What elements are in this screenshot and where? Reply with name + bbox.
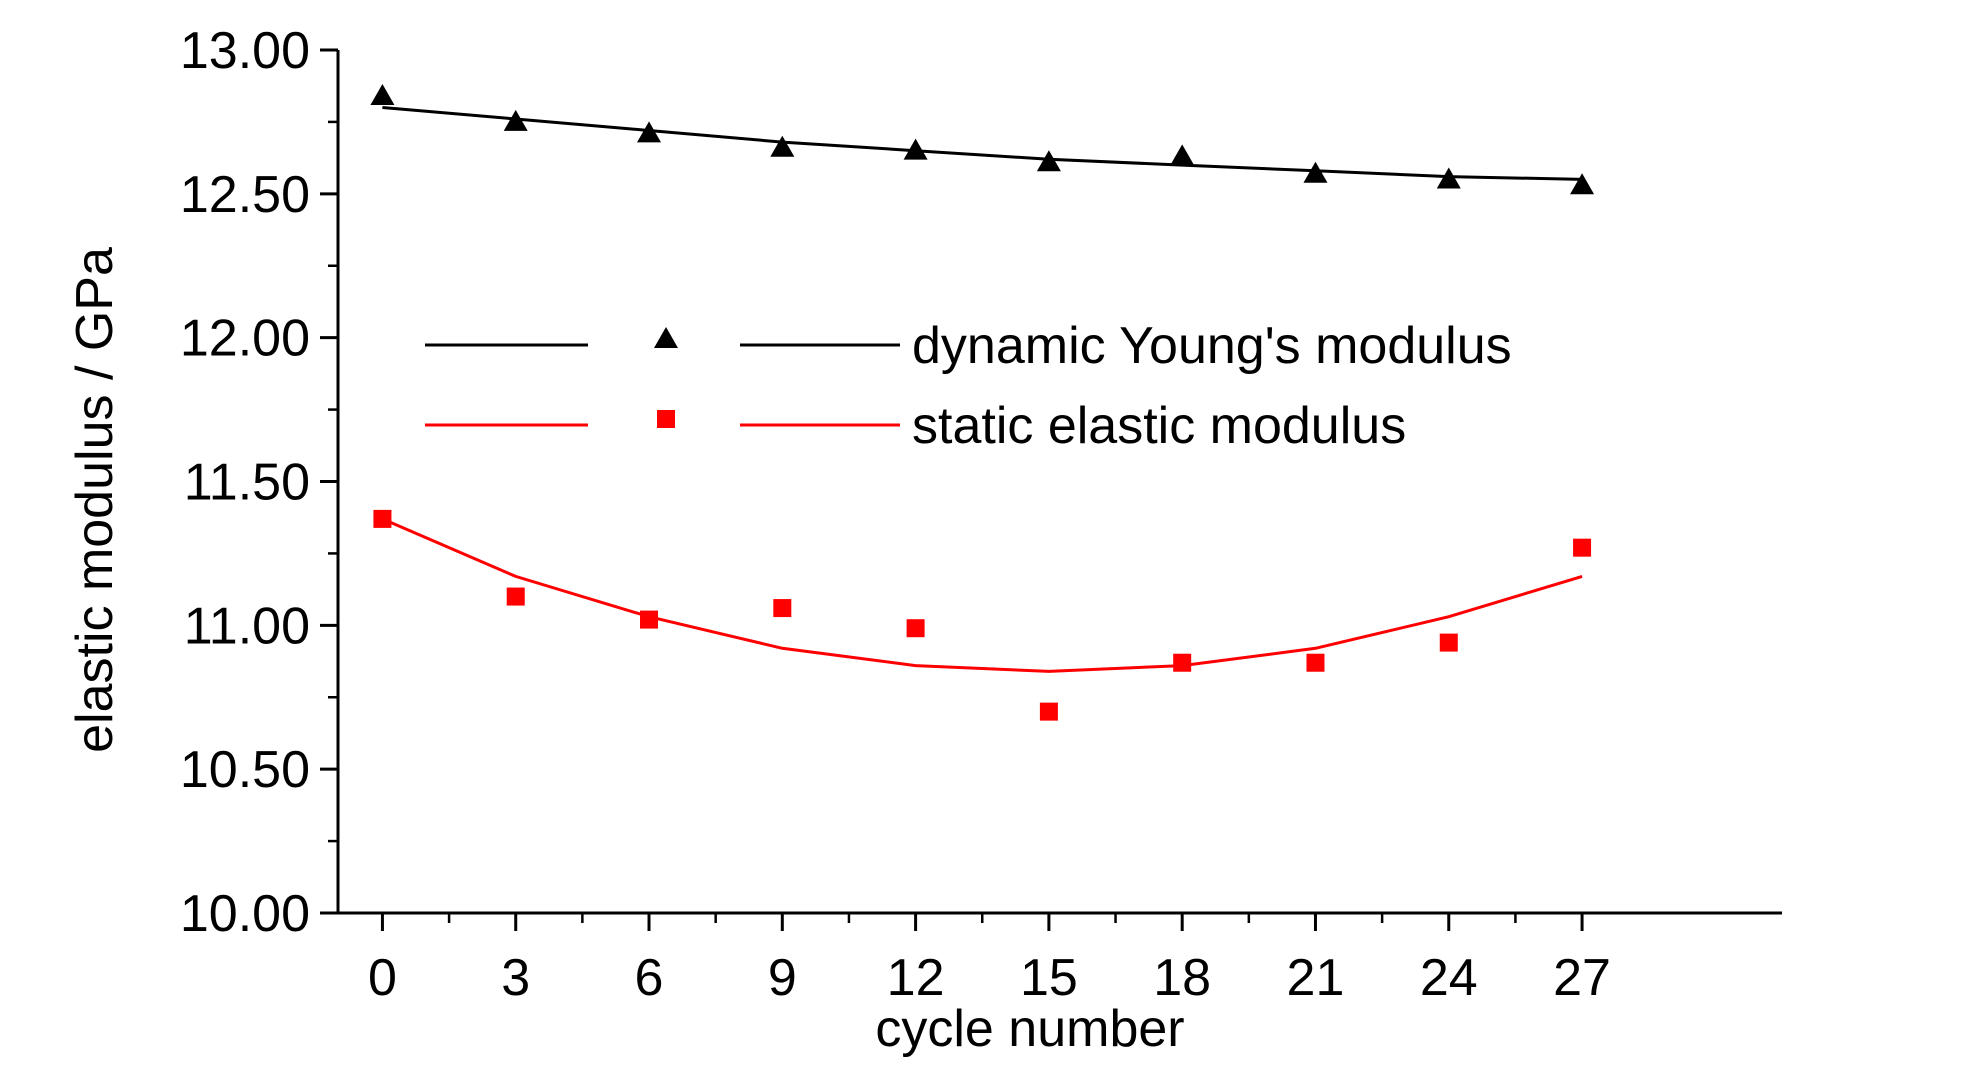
static-elastic-modulus-point (1573, 538, 1592, 557)
x-tick-label: 15 (1020, 949, 1078, 1007)
y-tick-label: 12.50 (180, 166, 310, 224)
legend-label: dynamic Young's modulus (912, 317, 1512, 375)
y-tick-label: 11.50 (184, 454, 310, 512)
legend-label: static elastic modulus (912, 397, 1406, 455)
data-points (370, 84, 1595, 721)
static-elastic-modulus-point (640, 610, 659, 629)
static-elastic-modulus-point (373, 509, 392, 528)
dynamic-young-s-modulus-point (1303, 161, 1328, 183)
static-elastic-modulus-fit-line (381, 517, 1583, 673)
x-tick-label: 18 (1153, 949, 1211, 1007)
dynamic-young-s-modulus-point (770, 135, 795, 157)
y-tick-label: 11.00 (184, 597, 310, 655)
x-tick-label: 24 (1420, 949, 1478, 1007)
legend-item-dynamic-young-s-modulus: dynamic Young's modulus (425, 317, 1512, 375)
legend-marker (657, 410, 675, 428)
x-tick-label: 9 (768, 949, 797, 1007)
static-elastic-modulus-point (906, 619, 925, 638)
x-tick-label: 0 (368, 949, 397, 1007)
x-tick-label: 3 (501, 949, 530, 1007)
static-elastic-modulus-point (1439, 633, 1458, 652)
dynamic-young-s-modulus-point (637, 121, 662, 143)
static-elastic-modulus-point (773, 599, 792, 618)
y-tick-label: 10.00 (180, 885, 310, 943)
y-axis-title: elastic modulus / GPa (66, 247, 124, 753)
static-elastic-modulus-point (1173, 653, 1192, 672)
axes: 0 3 6 9 12 15 18 21 24 27 10.00 10.50 11.00 11.50 12.0… (180, 22, 1782, 1007)
y-tick-label: 13.00 (180, 22, 310, 80)
x-tick-label: 12 (887, 949, 945, 1007)
x-tick-label: 6 (635, 949, 664, 1007)
dynamic-young-s-modulus-fit-line (382, 106, 1583, 181)
dynamic-young-s-modulus-point (370, 84, 395, 106)
static-elastic-modulus-point (506, 587, 525, 606)
legend-item-static-elastic-modulus: static elastic modulus (425, 397, 1406, 455)
fit-lines (381, 106, 1583, 673)
dynamic-young-s-modulus-point (1170, 144, 1195, 166)
legend-marker (654, 327, 678, 348)
y-tick-label: 10.50 (180, 741, 310, 799)
dynamic-young-s-modulus-point (903, 138, 928, 160)
dynamic-young-s-modulus-point (1570, 173, 1595, 195)
x-tick-label: 21 (1287, 949, 1345, 1007)
x-axis-title: cycle number (875, 1000, 1184, 1058)
legend: dynamic Young's modulus static elastic mo… (425, 317, 1512, 455)
dynamic-young-s-modulus-point (503, 109, 528, 131)
static-elastic-modulus-point (1306, 653, 1325, 672)
dynamic-young-s-modulus-point (1436, 167, 1461, 189)
x-tick-label: 27 (1553, 949, 1611, 1007)
y-tick-label: 12.00 (180, 310, 310, 368)
dynamic-young-s-modulus-point (1036, 150, 1061, 172)
static-elastic-modulus-point (1039, 702, 1058, 721)
